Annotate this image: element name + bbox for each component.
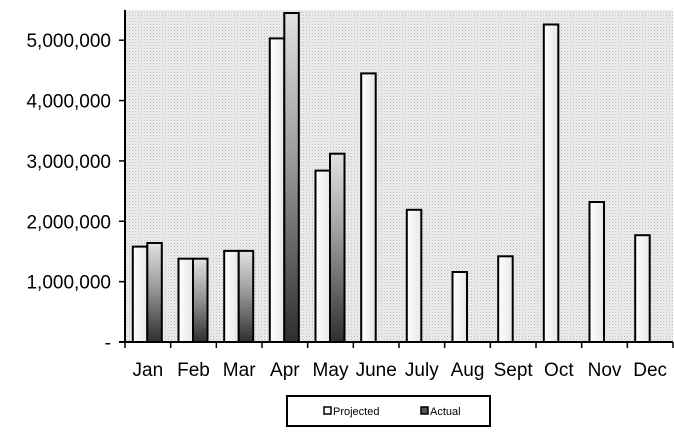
legend-label-projected: Projected (333, 406, 379, 418)
legend-swatch-actual (420, 406, 429, 415)
x-tick-label: June (356, 360, 397, 381)
y-tick-label: 3,000,000 (26, 152, 111, 173)
bar-projected-july (405, 208, 423, 343)
bar-projected-sept (497, 255, 514, 343)
bar-projected-aug (451, 271, 468, 343)
x-tick-label: Sept (494, 360, 534, 381)
legend-box (286, 395, 491, 427)
bar-projected-jan (131, 245, 149, 344)
bar-projected-feb (177, 257, 194, 344)
x-tick-label: Aug (451, 360, 485, 381)
y-tick-label: 2,000,000 (26, 212, 111, 233)
bar-projected-apr (268, 37, 286, 344)
x-tick-label: Jan (133, 360, 164, 381)
x-tick-label: Dec (633, 360, 667, 381)
bar-actual-apr (283, 12, 300, 343)
bar-actual-mar (237, 249, 255, 343)
legend-swatch-projected (323, 406, 332, 415)
bar-actual-jan (146, 242, 163, 343)
bar-projected-oct (542, 23, 560, 343)
bar-projected-mar (223, 249, 240, 343)
x-tick-label: Feb (177, 360, 210, 381)
legend-label-actual: Actual (430, 406, 461, 418)
legend: Projected Actual (286, 395, 491, 427)
plot-area (125, 10, 673, 342)
bar-projected-nov (588, 201, 605, 343)
x-tick-label: Oct (544, 360, 574, 381)
x-tick-label: May (313, 360, 349, 381)
y-tick-label: 5,000,000 (26, 31, 111, 52)
y-tick-label: 4,000,000 (26, 92, 111, 113)
x-tick-label: Mar (223, 360, 256, 381)
bar-actual-may (329, 152, 346, 343)
bar-projected-dec (634, 234, 651, 343)
bar-actual-feb (192, 257, 209, 344)
x-tick-label: July (405, 360, 439, 381)
bar-projected-may (314, 169, 331, 343)
y-tick-label: - (105, 333, 111, 354)
bar-projected-june (360, 72, 377, 344)
x-tick-label: Apr (270, 360, 300, 381)
x-tick-label: Nov (588, 360, 622, 381)
y-tick-label: 1,000,000 (26, 273, 111, 294)
